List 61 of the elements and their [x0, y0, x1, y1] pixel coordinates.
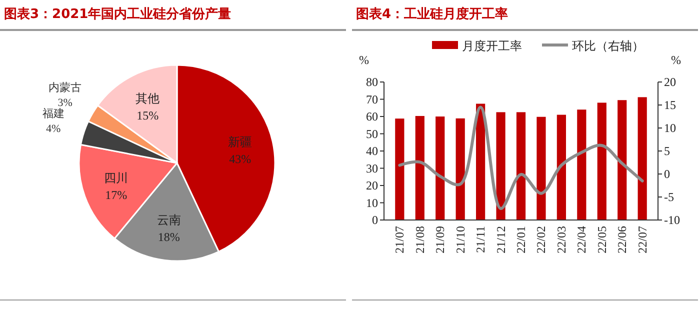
bar	[395, 118, 404, 220]
slice-label: 福建	[42, 106, 64, 120]
y2-tick-label: 5	[664, 144, 670, 158]
line-series	[398, 106, 644, 210]
bar	[516, 112, 526, 220]
bar	[638, 97, 647, 220]
bar	[456, 118, 465, 220]
y2-tick-label: 20	[664, 75, 676, 89]
y-tick-label: 30	[366, 161, 378, 176]
bar	[536, 116, 546, 220]
data-label: 17%	[105, 188, 128, 202]
bar	[577, 110, 586, 220]
x-tick-label: 21/10	[453, 226, 468, 254]
y-tick-label: 20	[366, 178, 378, 192]
y-axis-title: %	[359, 53, 369, 67]
data-label: 3%	[58, 96, 72, 109]
y-tick-label: 0	[372, 213, 378, 227]
y-tick-label: 40	[366, 144, 378, 158]
chart-title: 图表4：工业硅月度开工率	[356, 6, 508, 22]
legend-label: 月度开工率	[462, 39, 522, 53]
x-tick-label: 21/11	[474, 226, 488, 253]
y-tick-label: 60	[366, 110, 378, 124]
x-tick-label: 22/01	[514, 226, 528, 254]
data-label: 15%	[136, 108, 159, 122]
bar	[496, 112, 506, 220]
bar	[618, 100, 627, 220]
data-label: 18%	[158, 230, 180, 244]
slice-label: 四川	[104, 170, 128, 185]
slice-label: 新疆	[228, 134, 252, 149]
x-tick-label: 22/02	[534, 226, 548, 254]
x-tick-label: 22/03	[554, 226, 568, 254]
bar	[597, 102, 606, 220]
y-tick-label: 50	[366, 126, 378, 141]
y-tick-label: 70	[366, 92, 378, 106]
bar	[436, 116, 445, 220]
y2-tick-label: -10	[664, 213, 680, 227]
x-tick-label: 22/04	[574, 226, 589, 254]
y2-tick-label: 0	[664, 167, 670, 181]
x-tick-label: 22/05	[594, 226, 609, 254]
x-tick-label: 22/06	[615, 226, 630, 254]
x-tick-label: 21/09	[433, 226, 448, 254]
bar	[476, 104, 486, 220]
slice-label: 云南	[156, 213, 181, 228]
data-label: 43%	[229, 152, 252, 166]
slice-label: 内蒙古	[48, 80, 82, 94]
bar	[556, 114, 566, 220]
y2-axis-title: %	[671, 53, 681, 67]
chart-title: 图表3：2021年国内工业硅分省份产量	[4, 6, 232, 22]
y2-tick-label: -5	[664, 190, 674, 204]
x-tick-label: 21/07	[392, 226, 407, 254]
x-tick-label: 22/07	[635, 226, 650, 254]
bar	[415, 116, 424, 220]
y2-tick-label: 15	[664, 98, 676, 112]
y-tick-label: 80	[366, 75, 378, 89]
y-tick-label: 10	[366, 196, 378, 210]
slice-label: 其他	[136, 91, 160, 106]
legend-label: 环比（右轴）	[572, 39, 644, 53]
y2-tick-label: 10	[664, 121, 676, 135]
data-label: 4%	[46, 122, 61, 135]
x-tick-label: 21/12	[494, 226, 508, 254]
x-tick-label: 21/08	[412, 226, 427, 254]
